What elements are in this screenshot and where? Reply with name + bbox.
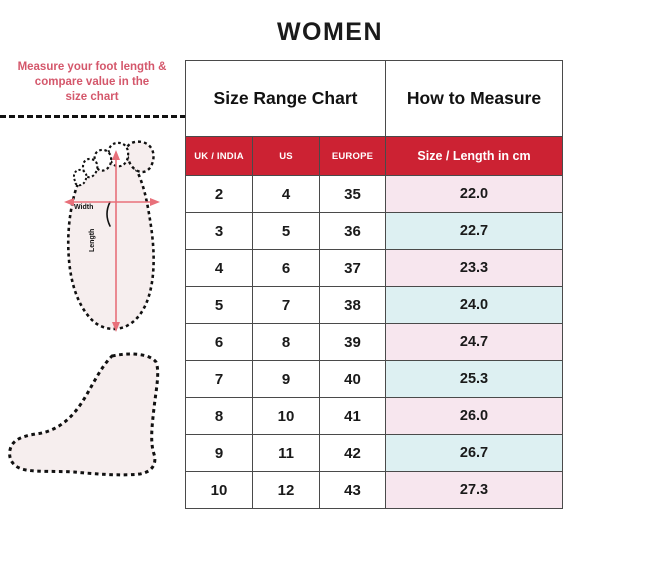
- cell-europe: 36: [319, 212, 386, 250]
- cell-cm: 26.7: [385, 434, 563, 472]
- table-row: 6 8 39 24.7: [185, 323, 563, 361]
- instruction-line-3: size chart: [65, 91, 119, 103]
- column-header-uk-india: UK / INDIA: [185, 136, 253, 176]
- cell-uk-india: 3: [185, 212, 253, 250]
- group-header-how-to-measure: How to Measure: [385, 60, 563, 137]
- measure-instructions: Measure your foot length & compare value…: [2, 60, 182, 105]
- foot-sole-icon: [64, 140, 160, 332]
- cell-cm: 23.3: [385, 249, 563, 287]
- cell-us: 7: [252, 286, 320, 324]
- cell-europe: 42: [319, 434, 386, 472]
- cell-uk-india: 6: [185, 323, 253, 361]
- cell-us: 9: [252, 360, 320, 398]
- table-row: 2 4 35 22.0: [185, 175, 563, 213]
- cell-europe: 37: [319, 249, 386, 287]
- cell-cm: 26.0: [385, 397, 563, 435]
- cell-uk-india: 8: [185, 397, 253, 435]
- foot-side-icon: [8, 352, 160, 477]
- group-header-size-range: Size Range Chart: [185, 60, 386, 137]
- cell-cm: 24.0: [385, 286, 563, 324]
- table-column-header-row: UK / INDIA US EUROPE Size / Length in cm: [185, 136, 563, 176]
- cell-us: 10: [252, 397, 320, 435]
- cell-cm: 22.0: [385, 175, 563, 213]
- cell-cm: 22.7: [385, 212, 563, 250]
- cell-us: 11: [252, 434, 320, 472]
- cell-europe: 38: [319, 286, 386, 324]
- length-label: Length: [89, 228, 96, 252]
- cell-uk-india: 10: [185, 471, 253, 509]
- cell-us: 6: [252, 249, 320, 287]
- cell-europe: 35: [319, 175, 386, 213]
- table-row: 9 11 42 26.7: [185, 434, 563, 472]
- foot-sole-diagram: Width Length: [36, 140, 178, 340]
- cell-us: 12: [252, 471, 320, 509]
- cell-cm: 24.7: [385, 323, 563, 361]
- table-row: 8 10 41 26.0: [185, 397, 563, 435]
- cell-europe: 40: [319, 360, 386, 398]
- table-row: 5 7 38 24.0: [185, 286, 563, 324]
- cell-uk-india: 5: [185, 286, 253, 324]
- cell-europe: 39: [319, 323, 386, 361]
- cell-us: 4: [252, 175, 320, 213]
- column-header-europe: EUROPE: [319, 136, 386, 176]
- cell-uk-india: 2: [185, 175, 253, 213]
- dashed-divider: [0, 115, 186, 118]
- instruction-line-2: compare value in the: [34, 76, 150, 88]
- column-header-size-length-cm: Size / Length in cm: [385, 136, 563, 176]
- cell-uk-india: 7: [185, 360, 253, 398]
- cell-uk-india: 9: [185, 434, 253, 472]
- table-row: 4 6 37 23.3: [185, 249, 563, 287]
- cell-uk-india: 4: [185, 249, 253, 287]
- cell-us: 8: [252, 323, 320, 361]
- instruction-line-1: Measure your foot length &: [17, 61, 167, 73]
- cell-us: 5: [252, 212, 320, 250]
- table-row: 10 12 43 27.3: [185, 471, 563, 509]
- foot-profile-diagram: [0, 342, 186, 490]
- cell-europe: 43: [319, 471, 386, 509]
- page-title: WOMEN: [276, 18, 384, 46]
- table-row: 3 5 36 22.7: [185, 212, 563, 250]
- width-label: Width: [74, 204, 94, 211]
- table-row: 7 9 40 25.3: [185, 360, 563, 398]
- size-table-container: Size Range Chart How to Measure UK / IND…: [185, 60, 563, 509]
- cell-cm: 25.3: [385, 360, 563, 398]
- cell-cm: 27.3: [385, 471, 563, 509]
- table-group-header-row: Size Range Chart How to Measure: [185, 60, 563, 137]
- size-chart-table: Size Range Chart How to Measure UK / IND…: [185, 60, 563, 509]
- column-header-us: US: [252, 136, 320, 176]
- cell-europe: 41: [319, 397, 386, 435]
